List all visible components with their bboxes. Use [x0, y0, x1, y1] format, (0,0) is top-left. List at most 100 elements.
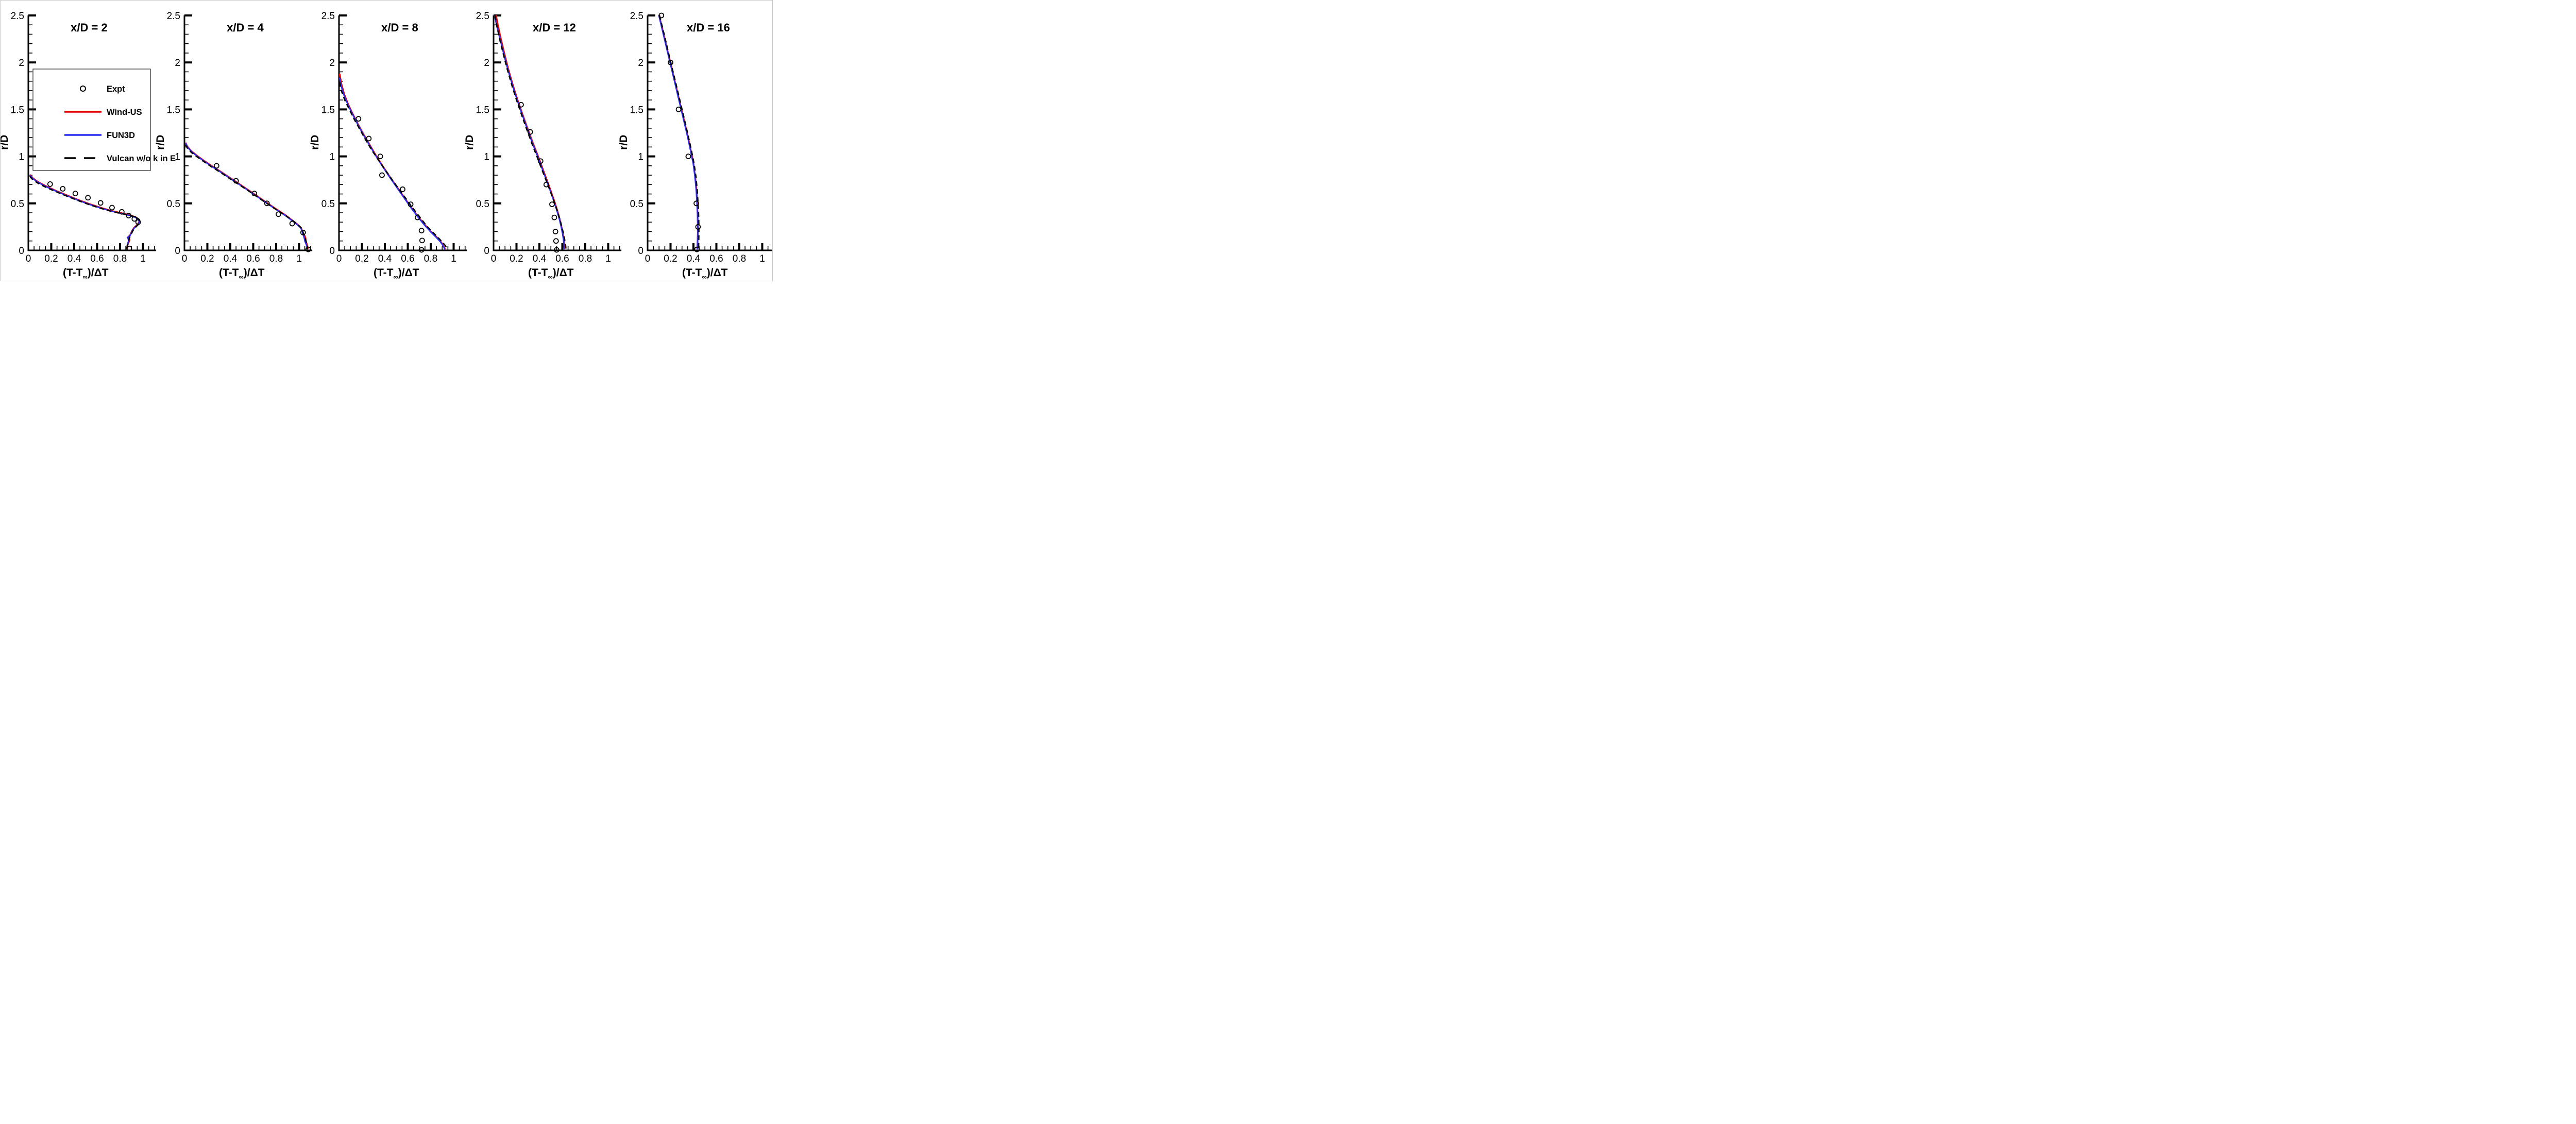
- x-tick-label: 0: [491, 253, 497, 264]
- expt-marker: [419, 237, 425, 244]
- x-tick-label: 0: [645, 253, 651, 264]
- expt-marker: [305, 246, 311, 252]
- subplot-x-d-=-8: 0 0.2 0.4 0.6 0.8 1 0 0.5 1 1.5 2 2.5 x/D = 8 r/D (T-T…: [309, 11, 467, 281]
- chart-canvas: 0 0.2 0.4 0.6 0.8 1 0 0.5 1 1.5 2 2.5 x/D = 2 r/D (T-T…: [1, 11, 772, 281]
- x-tick-label: 0.2: [355, 253, 368, 264]
- y-tick-label: 0: [329, 246, 335, 257]
- expt-marker: [85, 195, 91, 201]
- y-tick-label: 1.5: [476, 105, 489, 115]
- subplot-title: x/D = 12: [533, 21, 576, 34]
- y-tick-label: 2: [484, 58, 489, 69]
- x-axis-label: (T-T∞)/ΔT: [219, 267, 265, 281]
- x-tick-label: 1: [140, 253, 146, 264]
- y-axis-label: r/D: [1, 135, 10, 150]
- expt-marker: [518, 101, 524, 108]
- wind-us-line: [29, 174, 141, 250]
- expt-marker: [552, 229, 558, 234]
- expt-marker: [233, 178, 239, 184]
- y-tick-label: 1.5: [11, 105, 24, 115]
- expt-marker: [543, 181, 549, 188]
- y-tick-label: 2: [175, 58, 180, 69]
- expt-marker: [549, 201, 555, 208]
- temperature-profiles-figure: 0 0.2 0.4 0.6 0.8 1 0 0.5 1 1.5 2 2.5 x/D = 2 r/D (T-T…: [0, 0, 773, 281]
- wind-us-line: [338, 73, 446, 250]
- legend-expt-marker: [80, 86, 86, 92]
- x-tick-label: 0.8: [579, 253, 592, 264]
- legend-label: Wind-US: [107, 108, 142, 117]
- x-tick-label: 0: [182, 253, 188, 264]
- expt-marker: [553, 247, 560, 253]
- y-axis-label: r/D: [309, 135, 321, 150]
- expt-marker: [264, 200, 270, 207]
- x-tick-label: 0.8: [733, 253, 746, 264]
- y-tick-label: 0: [19, 246, 24, 257]
- expt-marker: [527, 129, 533, 135]
- y-tick-label: 0: [638, 246, 643, 257]
- x-tick-label: 1: [296, 253, 302, 264]
- fun3d-line: [658, 15, 699, 250]
- y-tick-label: 2.5: [476, 11, 489, 22]
- wind-us-line: [184, 142, 309, 249]
- subplot-title: x/D = 8: [381, 21, 418, 34]
- x-tick-label: 0.6: [555, 253, 569, 264]
- y-axis-label: r/D: [155, 135, 166, 150]
- x-tick-label: 0.6: [401, 253, 414, 264]
- subplot-title: x/D = 4: [227, 21, 264, 34]
- x-tick-label: 0.2: [510, 253, 523, 264]
- x-tick-label: 0.8: [113, 253, 127, 264]
- y-tick-label: 2: [329, 58, 335, 69]
- expt-marker: [668, 59, 673, 65]
- expt-marker: [695, 224, 701, 230]
- x-tick-label: 0.4: [378, 253, 392, 264]
- wind-us-line: [495, 14, 566, 249]
- y-tick-label: 2.5: [11, 11, 24, 22]
- expt-marker: [418, 228, 425, 234]
- y-tick-label: 0.5: [321, 199, 335, 210]
- subplot-x-d-=-12: 0 0.2 0.4 0.6 0.8 1 0 0.5 1 1.5 2 2.5 x/D = 12 r/D (T-…: [464, 11, 622, 281]
- y-tick-label: 1.5: [321, 105, 335, 115]
- subplot-x-d-=-2: 0 0.2 0.4 0.6 0.8 1 0 0.5 1 1.5 2 2.5 x/D = 2 r/D (T-T…: [1, 11, 176, 281]
- expt-marker: [135, 219, 141, 225]
- fun3d-line: [29, 175, 140, 250]
- x-tick-label: 0: [336, 253, 342, 264]
- x-axis-label: (T-T∞)/ΔT: [528, 267, 574, 281]
- expt-marker: [126, 245, 132, 251]
- expt-marker: [276, 211, 281, 217]
- fun3d-line: [338, 78, 446, 250]
- x-tick-label: 1: [759, 253, 765, 264]
- expt-marker: [693, 200, 699, 207]
- x-tick-label: 0.6: [246, 253, 260, 264]
- subplot-title: x/D = 2: [71, 21, 108, 34]
- expt-marker: [131, 216, 138, 222]
- x-tick-label: 0.8: [269, 253, 283, 264]
- x-tick-label: 0.4: [67, 253, 81, 264]
- vulcan-line: [494, 15, 567, 250]
- expt-marker: [658, 12, 665, 19]
- vulcan-line: [658, 15, 700, 250]
- x-tick-label: 0.2: [664, 253, 677, 264]
- legend-label: Vulcan w/o k in E: [107, 154, 176, 163]
- expt-marker: [400, 186, 405, 192]
- y-tick-label: 0: [175, 246, 180, 257]
- vulcan-line: [338, 82, 449, 250]
- subplot-title: x/D = 16: [687, 21, 730, 34]
- y-tick-label: 2: [19, 58, 24, 69]
- expt-marker: [379, 172, 385, 178]
- legend-label: Expt: [107, 84, 125, 94]
- x-tick-label: 1: [451, 253, 456, 264]
- expt-marker: [418, 247, 425, 253]
- x-tick-label: 0.6: [90, 253, 104, 264]
- y-tick-label: 2.5: [630, 11, 643, 22]
- expt-marker: [377, 154, 383, 160]
- x-axis-label: (T-T∞)/ΔT: [682, 267, 728, 281]
- x-tick-label: 0.2: [44, 253, 58, 264]
- expt-marker: [213, 163, 219, 169]
- expt-marker: [551, 214, 557, 220]
- fun3d-line: [185, 143, 309, 250]
- y-tick-label: 2.5: [321, 11, 335, 22]
- legend-box: [32, 69, 151, 171]
- expt-marker: [109, 205, 115, 211]
- expt-marker: [72, 191, 78, 197]
- x-tick-label: 0.4: [533, 253, 547, 264]
- subplot-x-d-=-4: 0 0.2 0.4 0.6 0.8 1 0 0.5 1 1.5 2 2.5 x/D = 4 r/D (T-T…: [155, 11, 313, 281]
